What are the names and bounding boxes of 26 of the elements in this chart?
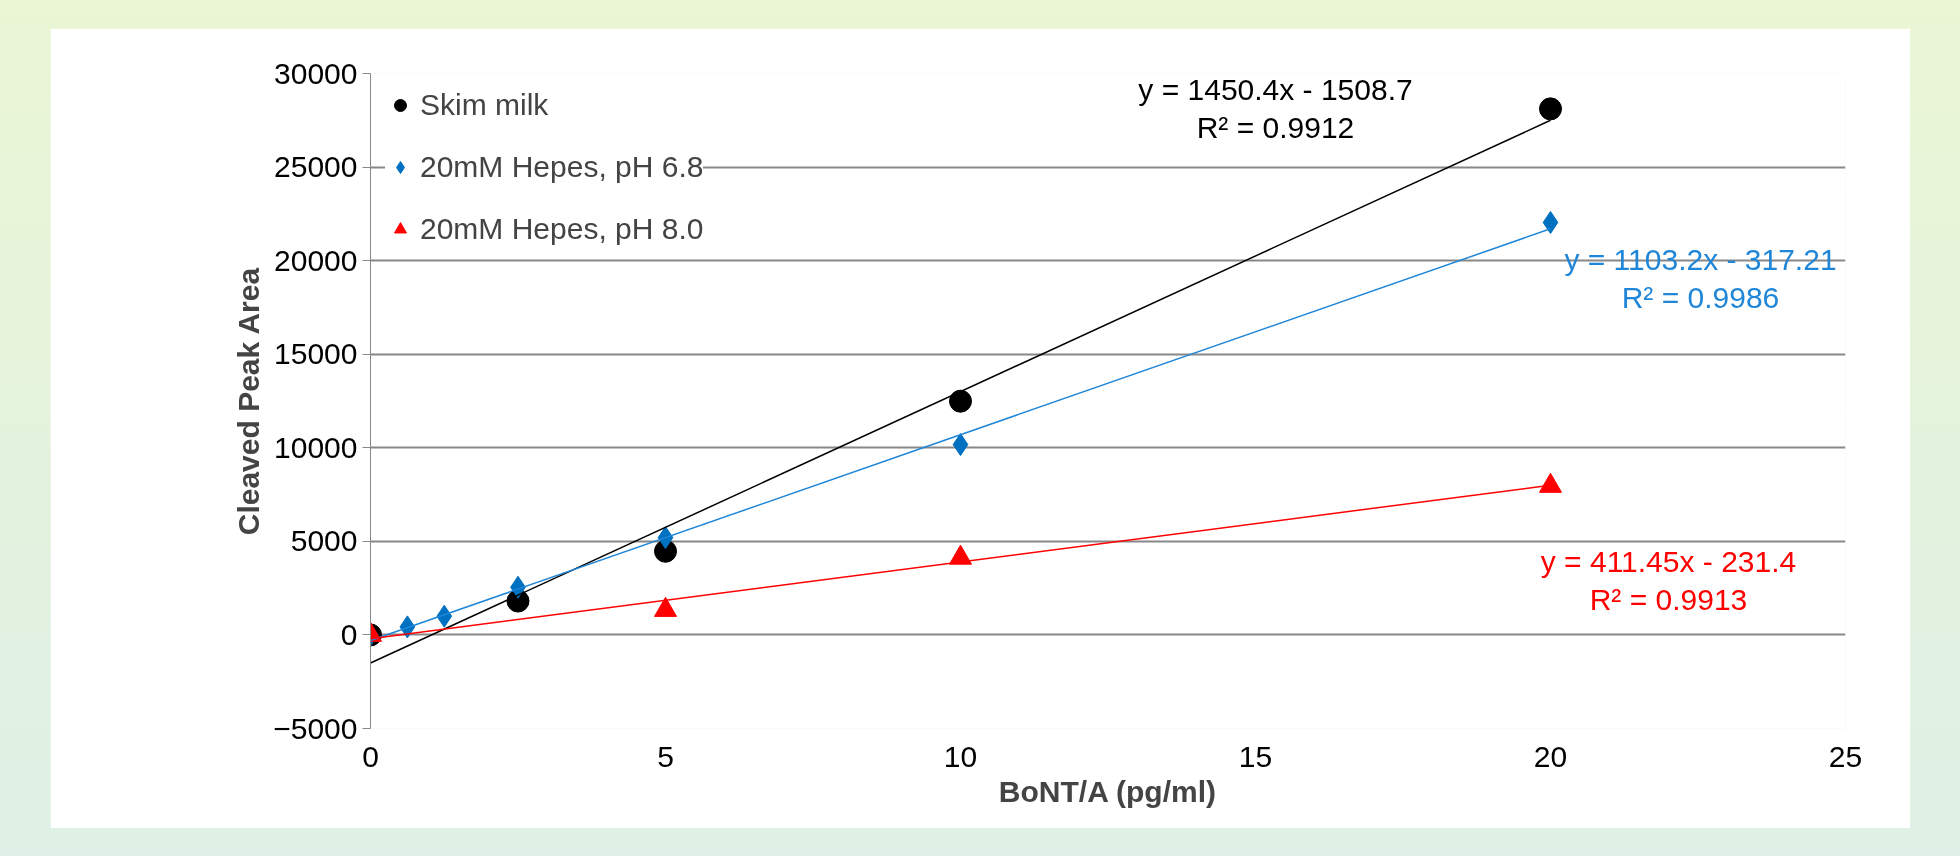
x-tick-label: 10 [943,739,978,773]
legend-label: Skim milk [420,88,549,122]
point [1542,210,1559,234]
point [1539,97,1562,121]
y-tick-label: 15000 [274,337,358,371]
legend-label: 20mM Hepes, pH 6.8 [420,150,704,184]
point [952,433,969,457]
x-tick-label: 15 [1238,739,1273,773]
y-axis-title: Cleaved Peak Area [232,267,266,536]
annotation: y = 1450.4x - 1508.7 R² = 0.9912 [1138,72,1413,144]
y-tick-label: 5000 [290,524,358,558]
x-tick-label: 25 [1828,739,1863,773]
y-tick-label: 25000 [274,150,358,184]
x-tick-label: 5 [657,739,674,773]
x-tick-label: 20 [1533,739,1568,773]
y-tick-label: 10000 [274,430,358,464]
y-tick-label: 30000 [274,56,358,90]
legend-label: 20mM Hepes, pH 8.0 [420,212,704,246]
y-tick-label: 20000 [274,243,358,277]
point [949,389,972,413]
y-tick-label: −5000 [273,711,358,745]
y-tick-label: 0 [340,617,358,651]
x-tick-label: 0 [362,739,379,773]
x-axis-title: BoNT/A (pg/ml) [998,774,1217,808]
annotation: y = 411.45x - 231.4 R² = 0.9913 [1540,544,1797,616]
annotation: y = 1103.2x - 317.21 R² = 0.9986 [1564,243,1837,315]
